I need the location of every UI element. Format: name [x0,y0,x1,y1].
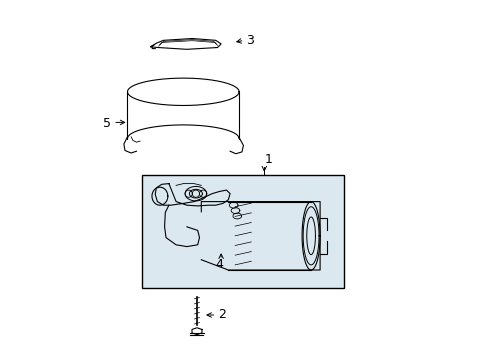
Bar [142,175,343,288]
Text: 3: 3 [246,34,254,47]
Text: 1: 1 [264,153,272,166]
Text: 5: 5 [102,117,110,130]
Text: 4: 4 [215,258,223,271]
Text: 2: 2 [218,309,226,321]
